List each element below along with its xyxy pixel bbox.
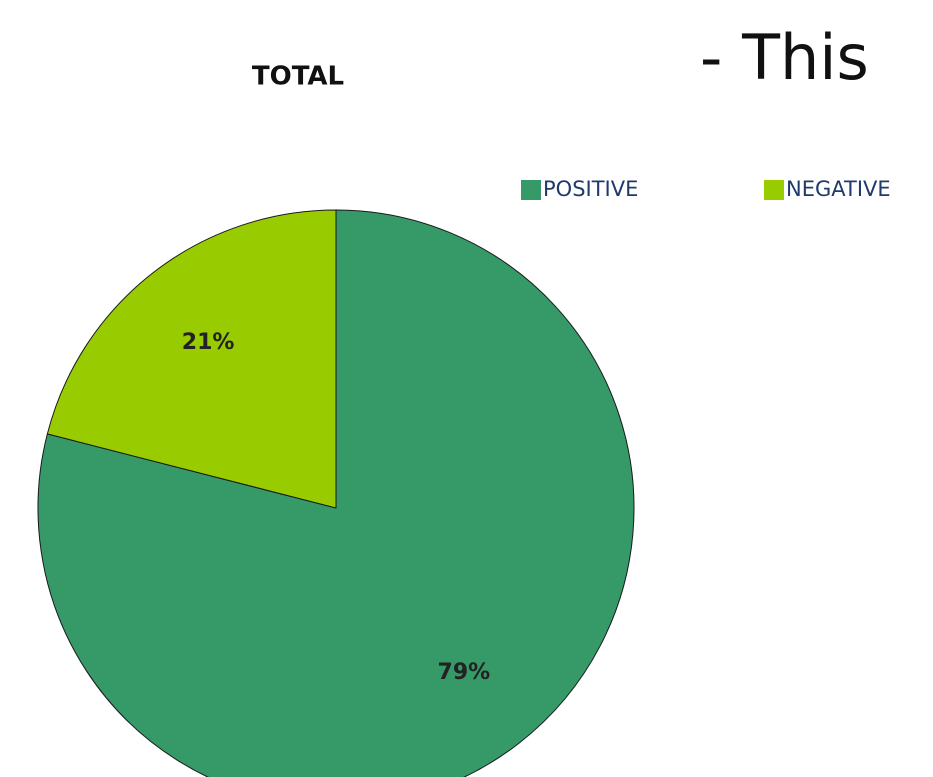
legend-label: NEGATIVE	[786, 177, 891, 201]
legend-swatch	[764, 180, 784, 200]
legend-label: POSITIVE	[543, 177, 638, 201]
annotation: - This	[700, 21, 869, 94]
legend-swatch	[521, 180, 541, 200]
data-label: 79%	[438, 660, 491, 685]
pie-slice	[37, 209, 635, 777]
pie-slice	[46, 209, 337, 509]
data-label: 21%	[182, 330, 235, 355]
chart-title: TOTAL	[252, 62, 344, 92]
